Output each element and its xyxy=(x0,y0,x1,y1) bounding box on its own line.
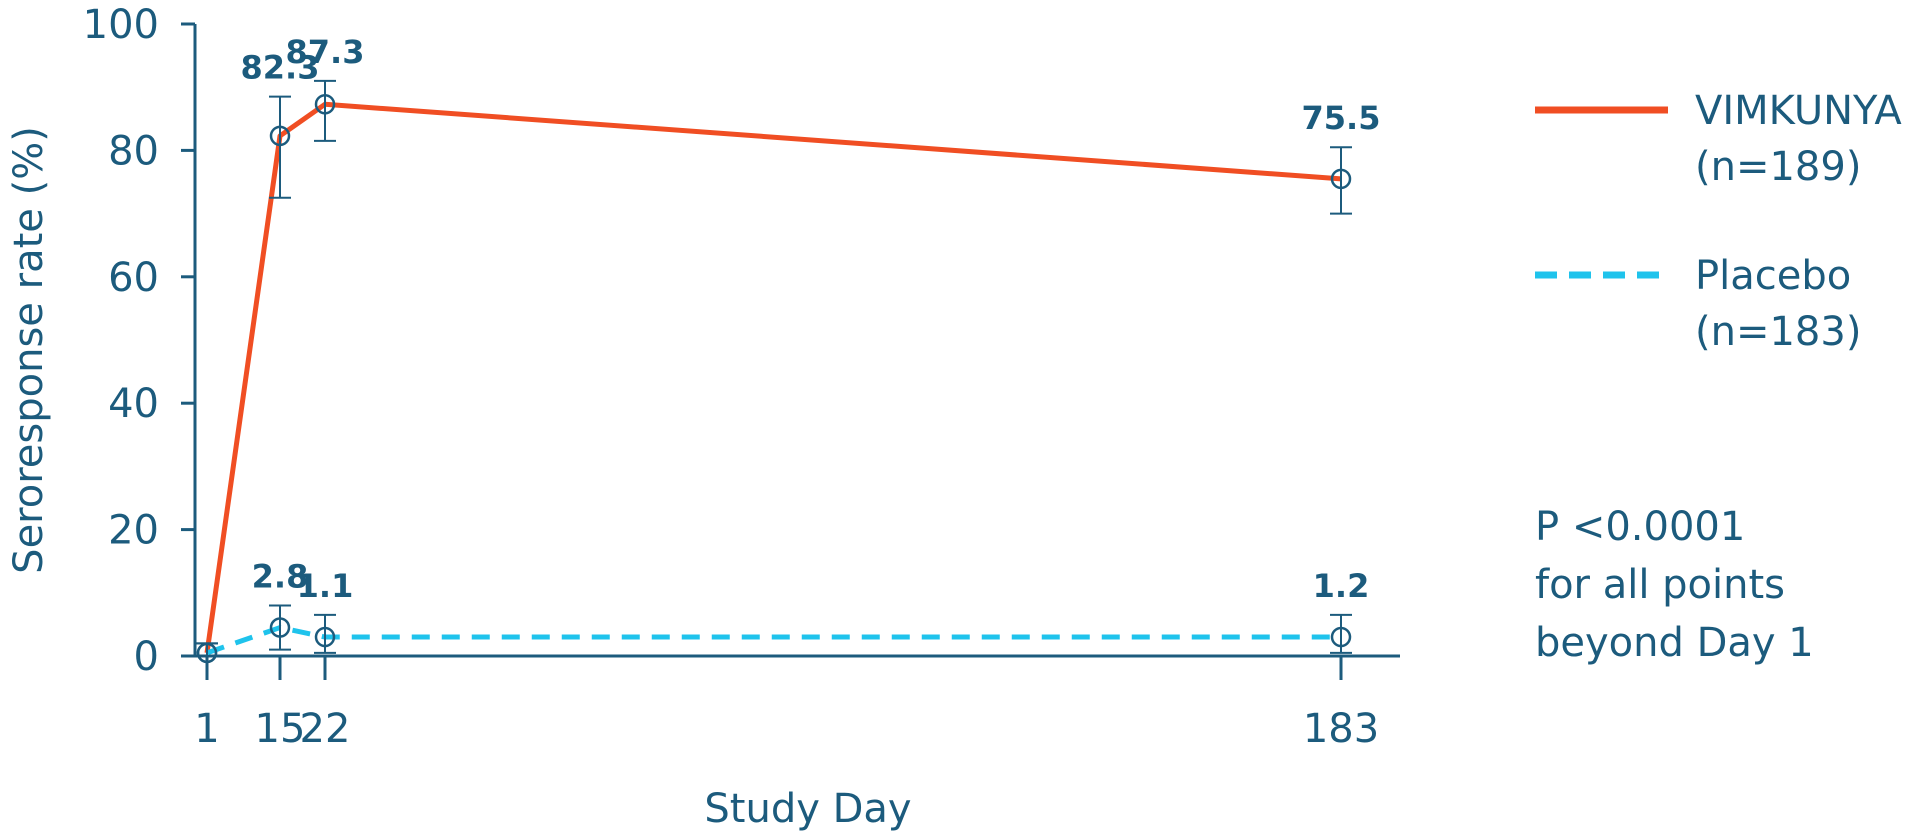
legend-label: Placebo xyxy=(1695,253,1851,299)
series-placebo: 2.81.1 1.2 xyxy=(196,557,1370,664)
data-point xyxy=(314,626,336,648)
x-tick-label: 183 xyxy=(1303,706,1379,752)
data-label: 1.1 xyxy=(297,567,354,605)
x-tick-label: 15 xyxy=(255,706,306,752)
data-point xyxy=(269,125,291,147)
data-label: 82.3 xyxy=(241,49,320,87)
legend-item-placebo: Placebo (n=183) xyxy=(1535,253,1861,355)
axes xyxy=(193,24,1400,658)
data-point xyxy=(1330,168,1352,190)
legend: VIMKUNYA (n=189) Placebo (n=183) xyxy=(1535,88,1902,355)
note-line: beyond Day 1 xyxy=(1535,620,1814,666)
x-tick-label: 22 xyxy=(300,706,351,752)
series-line xyxy=(204,101,1342,654)
y-tick-label: 40 xyxy=(108,381,159,427)
data-label: 2.8 xyxy=(252,557,309,595)
data-point xyxy=(314,94,336,115)
series-line xyxy=(206,625,1341,656)
data-label: 1.2 xyxy=(1313,567,1370,605)
legend-item-vimkunya: VIMKUNYA (n=189) xyxy=(1535,88,1902,190)
y-tick-label: 0 xyxy=(134,634,159,680)
x-axis-title: Study Day xyxy=(704,786,911,832)
data-point xyxy=(269,617,291,638)
note-line: P <0.0001 xyxy=(1535,504,1745,550)
data-point xyxy=(1330,626,1352,648)
y-tick-label: 80 xyxy=(108,128,159,174)
data-label: 75.5 xyxy=(1302,99,1381,137)
y-tick-label: 60 xyxy=(108,255,159,301)
legend-n: (n=183) xyxy=(1695,309,1861,355)
p-value-note: P <0.0001 for all points beyond Day 1 xyxy=(1535,504,1814,666)
note-line: for all points xyxy=(1535,562,1785,608)
legend-label: VIMKUNYA xyxy=(1695,88,1902,134)
x-tick-label: 1 xyxy=(194,706,219,752)
data-label: 87.3 xyxy=(286,33,365,71)
data-point xyxy=(196,642,218,664)
y-tick-label: 100 xyxy=(83,2,159,48)
y-axis-title: Seroresponse rate (%) xyxy=(6,126,52,574)
series-layer: 82.387.3 75.5 2.81.1 1.2 xyxy=(196,33,1381,664)
y-ticks: 0 20 40 60 80 100 xyxy=(83,2,195,680)
series-vimkunya: 82.387.3 75.5 xyxy=(196,33,1381,664)
y-tick-label: 20 xyxy=(108,508,159,554)
legend-n: (n=189) xyxy=(1695,144,1861,190)
